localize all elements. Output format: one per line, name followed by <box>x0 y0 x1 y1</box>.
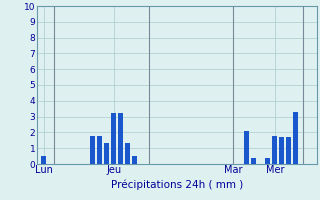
Bar <box>41 156 46 164</box>
Bar <box>90 136 95 164</box>
X-axis label: Précipitations 24h ( mm ): Précipitations 24h ( mm ) <box>111 180 243 190</box>
Bar <box>286 137 292 164</box>
Bar <box>111 113 116 164</box>
Bar <box>244 131 249 164</box>
Bar <box>104 143 109 164</box>
Bar <box>272 136 277 164</box>
Bar <box>125 143 131 164</box>
Bar <box>132 156 137 164</box>
Bar <box>279 137 284 164</box>
Bar <box>118 113 124 164</box>
Bar <box>293 112 299 164</box>
Bar <box>251 158 256 164</box>
Bar <box>265 158 270 164</box>
Bar <box>97 136 102 164</box>
